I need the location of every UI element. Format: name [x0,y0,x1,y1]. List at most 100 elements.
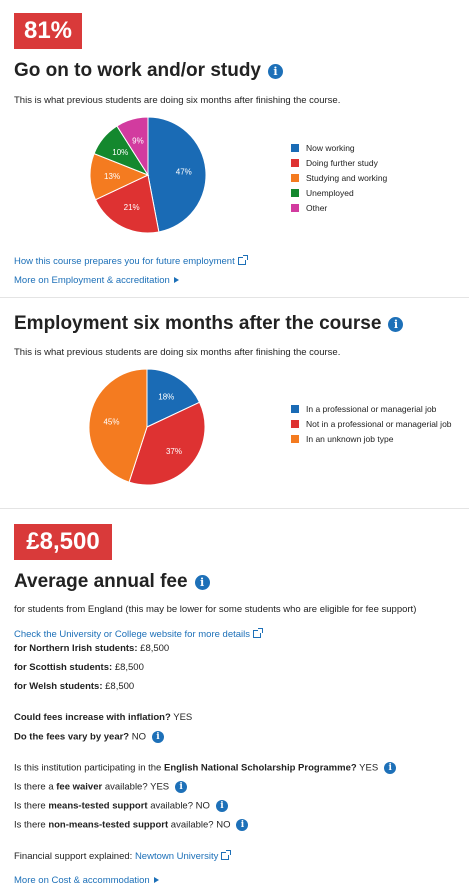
fee-vary-label: Do the fees vary by year? [14,731,130,743]
fee-non-means-tested: Is there non-means-tested support availa… [14,819,249,831]
legend-swatch [291,189,299,197]
fee-inflation: Could fees increase with inflation? YES [14,712,192,723]
legend-label: Now working [306,143,355,153]
fee-scholarship-prefix: Is this institution participating in the [14,762,162,774]
legend-swatch [291,420,299,428]
info-icon[interactable]: i [236,819,249,831]
more-cost-link-row: More on Cost & accommodation [14,870,159,888]
more-employment-link[interactable]: More on Employment & accreditation [14,275,170,286]
info-icon[interactable]: i [384,762,397,774]
fee-northern-irish: for Northern Irish students: £8,500 [14,643,169,654]
legend-label: Other [306,203,328,213]
pie-slice-label: 37% [166,447,182,456]
pie-slice-label: 9% [132,136,144,145]
employment-title: Employment six months after the course [14,313,382,334]
fee-waiver-prefix: Is there a [14,781,54,793]
fee-non-means-tested-prefix: Is there [14,819,46,831]
legend-swatch [291,144,299,152]
fee-means-tested: Is there means-tested support available?… [14,800,228,812]
info-icon[interactable]: i [194,574,210,590]
legend-item: Unemployed [291,188,461,198]
continuation-description: This is what previous students are doing… [14,95,341,106]
pie-slice-5 [116,116,149,177]
info-icon[interactable]: i [388,316,404,332]
triangle-right-icon [153,877,159,883]
legend-item: Other [291,203,461,213]
fee-welsh: for Welsh students: £8,500 [14,681,134,692]
continuation-heading: Go on to work and/or study i [14,60,283,82]
pie-slice-2 [128,401,206,486]
fee-note: for students from England (this may be l… [14,604,417,615]
employment-heading: Employment six months after the course i [14,313,404,335]
financial-support-link[interactable]: Newtown University [134,851,219,862]
fee-welsh-label: for Welsh students: [14,681,103,692]
fee-means-tested-value: NO [195,800,210,812]
fee-inflation-value: YES [173,712,193,723]
info-icon[interactable]: i [215,800,228,812]
fee-northern-irish-value: £8,500 [140,643,170,654]
legend-item: Not in a professional or managerial job [291,419,463,429]
fee-scholarship-value: YES [359,762,379,774]
legend-item: Studying and working [291,173,461,183]
legend-label: In a professional or managerial job [306,404,437,414]
prepare-employment-link-row: How this course prepares you for future … [14,251,248,269]
fee-welsh-value: £8,500 [105,681,135,692]
employment-description: This is what previous students are doing… [14,347,341,358]
pie-slice-label: 45% [103,417,119,426]
check-website-link[interactable]: Check the University or College website … [14,629,251,640]
legend-label: In an unknown job type [306,434,394,444]
fee-waiver-suffix: available? [104,781,148,793]
fee-inflation-label: Could fees increase with inflation? [14,712,171,723]
legend-swatch [291,174,299,182]
fee-means-tested-prefix: Is there [14,800,46,812]
prepare-employment-link[interactable]: How this course prepares you for future … [14,256,235,267]
info-icon[interactable]: i [268,63,283,79]
more-cost-link[interactable]: More on Cost & accommodation [14,875,150,886]
check-website-link-row: Check the University or College website … [14,624,264,642]
employment-pie-chart: 18% 37% 45% [88,368,206,486]
external-link-icon [237,255,248,265]
fee-vary-value: NO [131,731,146,743]
fee-scholarship-bold: English National Scholarship Programme? [163,762,357,774]
pie-slice-3 [88,368,148,483]
legend-swatch [291,204,299,212]
pie-slice-2 [94,174,160,234]
legend-item: In an unknown job type [291,434,463,444]
external-link-icon [253,628,264,638]
fee-scholarship: Is this institution participating in the… [14,762,397,774]
fee-northern-irish-label: for Northern Irish students: [14,643,138,654]
pie-slice-label: 10% [112,148,128,157]
legend-swatch [291,159,299,167]
section-divider [0,508,469,509]
pie-slice-1 [147,116,207,233]
legend-item: In a professional or managerial job [291,404,463,414]
fee-means-tested-bold: means-tested support [48,800,148,812]
info-icon[interactable]: i [152,731,164,743]
fee-heading: Average annual fee i [14,571,210,593]
fee-non-means-tested-value: NO [216,819,231,831]
fee-title: Average annual fee [14,571,188,592]
legend-label: Unemployed [306,188,354,198]
fee-scottish-value: £8,500 [114,662,144,673]
triangle-right-icon [173,277,179,283]
pie-slice-label: 21% [124,203,140,212]
employment-chart-legend: In a professional or managerial job Not i… [291,404,463,449]
fee-waiver-bold: fee waiver [56,781,103,793]
pie-slice-label: 13% [104,172,120,181]
legend-swatch [291,405,299,413]
legend-item: Now working [291,143,461,153]
legend-label: Doing further study [306,158,378,168]
external-link-icon [221,850,232,860]
section-divider [0,297,469,298]
pie-slice-1 [146,368,201,428]
fee-non-means-tested-bold: non-means-tested support [48,819,169,831]
legend-label: Studying and working [306,173,388,183]
legend-swatch [291,435,299,443]
fee-non-means-tested-suffix: available? [170,819,214,831]
financial-support-label: Financial support explained: [14,851,133,862]
fee-vary: Do the fees vary by year? NO i [14,731,164,743]
legend-item: Doing further study [291,158,461,168]
info-icon[interactable]: i [175,781,188,793]
continuation-percentage-badge: 81% [14,13,82,49]
fee-means-tested-suffix: available? [150,800,194,812]
